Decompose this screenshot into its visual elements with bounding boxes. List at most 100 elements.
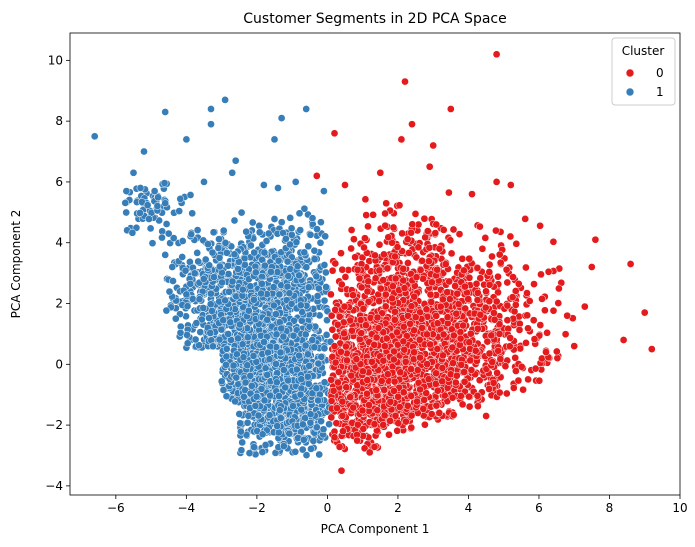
- cluster-1-point: [295, 351, 303, 360]
- cluster-0-point: [384, 233, 393, 242]
- cluster-1-point: [287, 224, 296, 233]
- x-tick-label: 2: [394, 501, 402, 515]
- cluster-1-point: [183, 331, 191, 339]
- cluster-1-point: [243, 361, 252, 370]
- cluster-0-point: [441, 260, 450, 269]
- cluster-0-point: [381, 209, 389, 218]
- cluster-1-point: [238, 340, 247, 349]
- cluster-0-point: [492, 297, 501, 306]
- cluster-0-point: [422, 305, 431, 314]
- cluster-0-point: [438, 377, 447, 386]
- y-tick-label: 6: [55, 175, 63, 189]
- cluster-0-point: [522, 263, 530, 272]
- cluster-1-point: [143, 201, 152, 210]
- cluster-0-point: [458, 400, 467, 409]
- cluster-0-point: [549, 237, 558, 246]
- cluster-1-point: [175, 207, 184, 215]
- cluster-1-point: [279, 332, 288, 341]
- cluster-1-point: [136, 209, 144, 217]
- cluster-0-point: [524, 375, 532, 384]
- cluster-0-point: [338, 411, 347, 420]
- cluster-1-point: [221, 96, 229, 104]
- cluster-0-point: [468, 190, 476, 198]
- cluster-1-point: [236, 320, 244, 329]
- cluster-0-point: [591, 235, 600, 244]
- cluster-0-point: [337, 249, 345, 258]
- cluster-0-point: [461, 282, 469, 291]
- cluster-0-point: [439, 330, 448, 339]
- cluster-0-point: [415, 335, 424, 344]
- cluster-0-point: [395, 403, 404, 411]
- cluster-1-point: [145, 215, 153, 223]
- cluster-0-point: [330, 129, 339, 138]
- cluster-0-point: [487, 331, 496, 340]
- cluster-1-point: [293, 262, 302, 271]
- cluster-1-point: [277, 218, 286, 227]
- cluster-0-point: [376, 168, 385, 177]
- cluster-0-point: [359, 367, 367, 376]
- cluster-1-point: [272, 330, 281, 339]
- cluster-1-point: [250, 443, 258, 451]
- cluster-0-point: [420, 396, 429, 404]
- cluster-1-point: [182, 135, 191, 144]
- cluster-0-point: [447, 249, 456, 258]
- cluster-0-point: [485, 349, 494, 358]
- legend-marker-cluster-0: [625, 68, 635, 78]
- cluster-0-point: [368, 357, 376, 366]
- cluster-1-point: [310, 343, 319, 352]
- legend-label-cluster-0: 0: [656, 66, 664, 80]
- cluster-1-point: [251, 268, 260, 277]
- cluster-0-point: [361, 234, 369, 243]
- cluster-1-point: [274, 184, 282, 192]
- cluster-1-point: [199, 304, 208, 312]
- cluster-1-point: [316, 238, 325, 247]
- cluster-0-point: [505, 342, 514, 351]
- cluster-0-point: [414, 243, 423, 252]
- cluster-0-point: [512, 239, 521, 248]
- cluster-0-point: [457, 392, 465, 400]
- cluster-0-point: [386, 417, 394, 425]
- cluster-1-point: [308, 336, 317, 344]
- cluster-1-point: [310, 255, 319, 263]
- y-tick-label: −2: [45, 418, 63, 432]
- cluster-0-point: [495, 250, 504, 259]
- cluster-0-point: [488, 358, 497, 366]
- cluster-0-point: [425, 162, 434, 171]
- cluster-1-point: [140, 147, 148, 156]
- cluster-1-point: [254, 411, 263, 420]
- cluster-0-point: [390, 387, 398, 395]
- cluster-1-point: [165, 287, 174, 296]
- cluster-0-point: [449, 359, 457, 367]
- cluster-0-point: [333, 320, 342, 329]
- cluster-1-point: [215, 335, 224, 344]
- cluster-0-point: [503, 278, 512, 287]
- cluster-1-point: [222, 361, 230, 369]
- cluster-1-point: [301, 330, 310, 339]
- cluster-0-point: [389, 223, 398, 232]
- cluster-0-point: [427, 410, 436, 418]
- cluster-1-point: [238, 285, 247, 294]
- cluster-0-point: [473, 296, 482, 304]
- cluster-0-point: [476, 222, 484, 231]
- cluster-1-point: [153, 202, 162, 210]
- cluster-1-point: [303, 372, 312, 381]
- cluster-0-point: [407, 423, 416, 432]
- cluster-0-point: [619, 336, 628, 344]
- cluster-0-point: [481, 303, 490, 312]
- y-tick-label: 4: [55, 236, 63, 250]
- cluster-0-point: [563, 311, 572, 320]
- cluster-0-point: [369, 210, 377, 219]
- cluster-0-point: [488, 252, 496, 261]
- cluster-1-point: [272, 378, 281, 387]
- cluster-0-point: [511, 301, 520, 309]
- cluster-0-point: [580, 302, 589, 311]
- cluster-0-point: [379, 421, 388, 429]
- cluster-0-point: [410, 326, 418, 335]
- cluster-1-point: [201, 255, 210, 264]
- cluster-1-point: [122, 187, 131, 195]
- cluster-1-point: [320, 378, 329, 387]
- cluster-0-point: [506, 232, 515, 241]
- cluster-1-point: [244, 306, 253, 315]
- cluster-0-point: [412, 273, 421, 282]
- cluster-0-point: [380, 250, 388, 259]
